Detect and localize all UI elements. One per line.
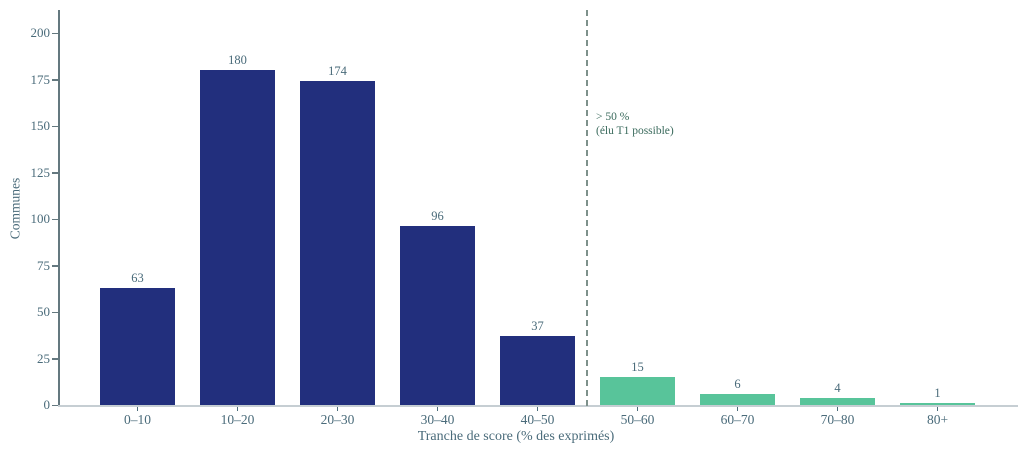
x-tick-mark bbox=[236, 407, 239, 411]
threshold-annotation: > 50 % (élu T1 possible) bbox=[596, 111, 674, 138]
y-tick-label: 200 bbox=[30, 25, 51, 40]
bar-30–40 bbox=[400, 226, 475, 405]
x-axis-title: Tranche de score (% des exprimés) bbox=[417, 429, 615, 444]
bar-70–80 bbox=[800, 398, 875, 405]
x-tick-label: 70–80 bbox=[820, 412, 855, 427]
x-tick-mark bbox=[536, 407, 539, 411]
x-tick-label: 20–30 bbox=[320, 412, 355, 427]
x-tick-label: 30–40 bbox=[420, 412, 455, 427]
y-tick-mark bbox=[52, 125, 58, 127]
x-tick-label: 50–60 bbox=[620, 412, 655, 427]
y-tick-mark bbox=[52, 172, 58, 174]
bar-value-label: 1 bbox=[934, 386, 941, 400]
y-tick-mark bbox=[52, 311, 58, 313]
bar-value-label: 174 bbox=[328, 64, 347, 78]
bar-value-label: 15 bbox=[631, 360, 644, 374]
y-tick-label: 25 bbox=[37, 350, 50, 366]
y-tick-mark bbox=[52, 265, 58, 267]
y-tick-mark bbox=[52, 358, 58, 360]
threshold-dashed-line bbox=[586, 10, 588, 406]
y-tick-mark bbox=[52, 79, 58, 81]
y-tick-label: 50 bbox=[37, 304, 50, 319]
bar-50–60 bbox=[600, 377, 675, 405]
y-tick-label: 0 bbox=[43, 397, 51, 412]
bar-0–10 bbox=[100, 288, 175, 405]
bar-40–50 bbox=[500, 336, 575, 405]
bar-value-label: 4 bbox=[834, 381, 841, 395]
y-tick-label: 125 bbox=[30, 164, 51, 180]
y-tick-mark bbox=[52, 218, 58, 220]
x-tick-mark bbox=[636, 407, 639, 411]
bar-10–20 bbox=[200, 70, 275, 405]
bar-value-label: 37 bbox=[531, 319, 544, 333]
x-tick-mark bbox=[936, 407, 939, 411]
y-tick-label: 100 bbox=[30, 211, 51, 226]
x-tick-label: 10–20 bbox=[220, 412, 255, 427]
bar-value-label: 180 bbox=[228, 53, 247, 67]
bar-80+ bbox=[900, 403, 975, 405]
bar-value-label: 96 bbox=[431, 209, 444, 223]
x-tick-mark bbox=[336, 407, 339, 411]
x-tick-label: 40–50 bbox=[520, 412, 555, 427]
x-axis-line bbox=[58, 405, 1018, 407]
y-tick-mark bbox=[52, 404, 58, 406]
x-tick-mark bbox=[136, 407, 139, 411]
bar-60–70 bbox=[700, 394, 775, 405]
y-tick-label: 175 bbox=[30, 71, 51, 87]
y-axis-line bbox=[58, 10, 60, 406]
bar-value-label: 63 bbox=[131, 271, 144, 285]
y-tick-label: 75 bbox=[37, 257, 50, 273]
threshold-annotation-line2: (élu T1 possible) bbox=[596, 124, 674, 137]
bar-value-label: 6 bbox=[734, 377, 741, 391]
threshold-annotation-line1: > 50 % bbox=[596, 111, 630, 123]
x-tick-label: 80+ bbox=[926, 412, 949, 427]
x-tick-label: 60–70 bbox=[720, 412, 755, 427]
x-tick-mark bbox=[736, 407, 739, 411]
bar-20–30 bbox=[300, 81, 375, 405]
x-tick-mark bbox=[836, 407, 839, 411]
y-tick-mark bbox=[52, 32, 58, 34]
x-tick-label: 0–10 bbox=[124, 412, 151, 427]
y-tick-label: 150 bbox=[30, 118, 51, 133]
x-tick-mark bbox=[436, 407, 439, 411]
